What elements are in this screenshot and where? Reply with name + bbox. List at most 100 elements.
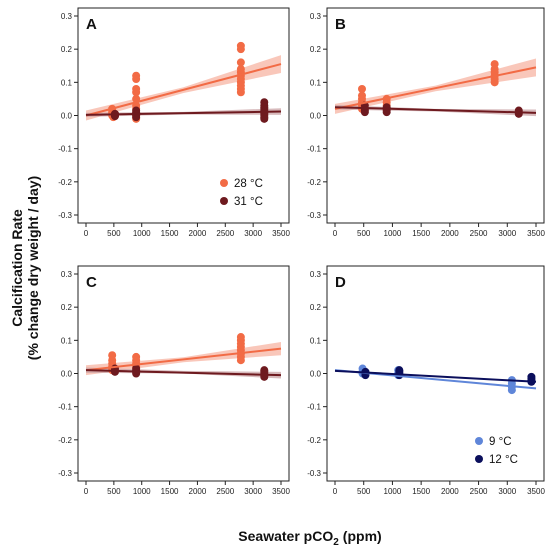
regression-line	[85, 369, 282, 377]
panels-grid: A -0.3 -0.2 -0.1 0.0 0.1 0.2 0.3 0 500 1000 1500 200…	[58, 7, 545, 496]
data-point	[236, 45, 245, 54]
y-tick-label: 0.1	[310, 336, 322, 345]
x-tick-label: 0	[84, 487, 89, 496]
x-tick-label: 500	[357, 487, 371, 496]
x-tick-label: 3500	[272, 487, 290, 496]
y-tick-label: 0.0	[310, 112, 322, 121]
y-tick-label: -0.1	[307, 403, 321, 412]
x-tick-label: 0	[333, 487, 338, 496]
y-tick-label: 0.2	[310, 303, 322, 312]
data-point	[360, 108, 369, 117]
x-tick-label: 1000	[384, 487, 402, 496]
regression-line	[334, 66, 537, 110]
x-tick-label: 1500	[161, 229, 179, 238]
x-axis-title: Seawater pCO2 (ppm)	[238, 528, 381, 548]
y-tick-label: 0.3	[61, 12, 73, 21]
x-tick-label: 0	[333, 229, 338, 238]
y-tick-label: -0.2	[58, 178, 72, 187]
x-tick-label: 2500	[470, 229, 488, 238]
x-tick-label: 3000	[244, 229, 262, 238]
x-tick-label: 3000	[244, 487, 262, 496]
legend-marker	[475, 455, 483, 463]
x-tick-label: 3000	[498, 487, 516, 496]
x-tick-label: 1500	[412, 487, 430, 496]
legend-label: 31 °C	[234, 196, 263, 208]
x-tick-label: 2500	[470, 487, 488, 496]
legend-label: 12 °C	[489, 454, 518, 466]
data-point	[514, 109, 523, 118]
x-tick-label: 0	[84, 229, 89, 238]
y-tick-label: -0.2	[307, 178, 321, 187]
x-tick-label: 2000	[189, 229, 207, 238]
y-tick-label: 0.2	[61, 45, 73, 54]
panel-frame	[326, 7, 545, 224]
y-axis-title-line1: Calcification Rate	[9, 209, 25, 327]
data-point	[132, 75, 141, 84]
x-axis-title-main: Seawater pCO	[238, 528, 333, 544]
y-tick-label: 0.3	[310, 270, 322, 279]
y-tick-label: -0.2	[307, 436, 321, 445]
legend-label: 9 °C	[489, 436, 512, 448]
y-tick-label: -0.3	[58, 469, 72, 478]
x-tick-label: 3500	[527, 229, 545, 238]
data-point	[357, 84, 366, 93]
panel-a: A -0.3 -0.2 -0.1 0.0 0.1 0.2 0.3 0 500 1000 1500 200…	[58, 7, 290, 238]
x-tick-label: 3500	[272, 229, 290, 238]
panel-c: C -0.3 -0.2 -0.1 0.0 0.1 0.2 0.3 0 500 1000 1500 200…	[58, 265, 290, 496]
y-tick-label: 0.2	[310, 45, 322, 54]
panel-letter: A	[86, 16, 97, 33]
x-tick-label: 500	[357, 229, 371, 238]
x-axis-title-unit: (ppm)	[343, 528, 382, 544]
legend-marker	[220, 197, 228, 205]
regression-line	[85, 347, 282, 372]
x-tick-label: 1000	[133, 487, 151, 496]
regression-line	[334, 106, 537, 114]
data-point	[132, 113, 141, 122]
y-axis-title-line2: (% change dry weight / day)	[25, 176, 41, 360]
legend-label: 28 °C	[234, 178, 263, 190]
x-tick-label: 1500	[412, 229, 430, 238]
x-tick-label: 2500	[216, 487, 234, 496]
data-point	[490, 78, 499, 87]
data-point	[507, 386, 516, 395]
x-tick-label: 1000	[384, 229, 402, 238]
x-axis-title-subscript: 2	[333, 537, 339, 548]
regression-line	[85, 110, 282, 116]
x-tick-label: 1000	[133, 229, 151, 238]
panel-letter: C	[86, 274, 97, 291]
x-tick-label: 500	[107, 487, 121, 496]
y-tick-label: 0.0	[61, 112, 73, 121]
y-tick-label: -0.3	[307, 211, 321, 220]
y-tick-label: 0.0	[61, 370, 73, 379]
x-tick-label: 1500	[161, 487, 179, 496]
y-tick-label: -0.3	[58, 211, 72, 220]
panel-letter: D	[335, 274, 346, 291]
data-point	[236, 356, 245, 365]
panel-letter: B	[335, 16, 346, 33]
y-tick-label: -0.3	[307, 469, 321, 478]
data-point	[132, 88, 141, 97]
data-point	[382, 108, 391, 117]
regression-line	[334, 369, 537, 383]
x-tick-label: 2000	[441, 229, 459, 238]
y-tick-label: 0.0	[310, 370, 322, 379]
data-point	[236, 58, 245, 67]
data-point	[236, 88, 245, 97]
y-tick-label: -0.1	[58, 145, 72, 154]
y-tick-label: -0.1	[307, 145, 321, 154]
regression-line	[85, 63, 282, 117]
y-tick-label: 0.2	[61, 303, 73, 312]
x-tick-label: 3000	[498, 229, 516, 238]
x-tick-label: 3500	[527, 487, 545, 496]
panel-b: B -0.3 -0.2 -0.1 0.0 0.1 0.2 0.3 0 500 1000 1500 200…	[307, 7, 545, 238]
x-tick-label: 2000	[441, 487, 459, 496]
y-tick-label: 0.1	[310, 78, 322, 87]
data-point	[260, 114, 269, 123]
panel-d: D -0.3 -0.2 -0.1 0.0 0.1 0.2 0.3 0 500 1000 1500 200…	[307, 265, 545, 496]
legend-marker	[475, 437, 483, 445]
y-tick-label: -0.1	[58, 403, 72, 412]
y-tick-label: 0.1	[61, 78, 73, 87]
y-tick-label: -0.2	[58, 436, 72, 445]
legend-marker	[220, 179, 228, 187]
